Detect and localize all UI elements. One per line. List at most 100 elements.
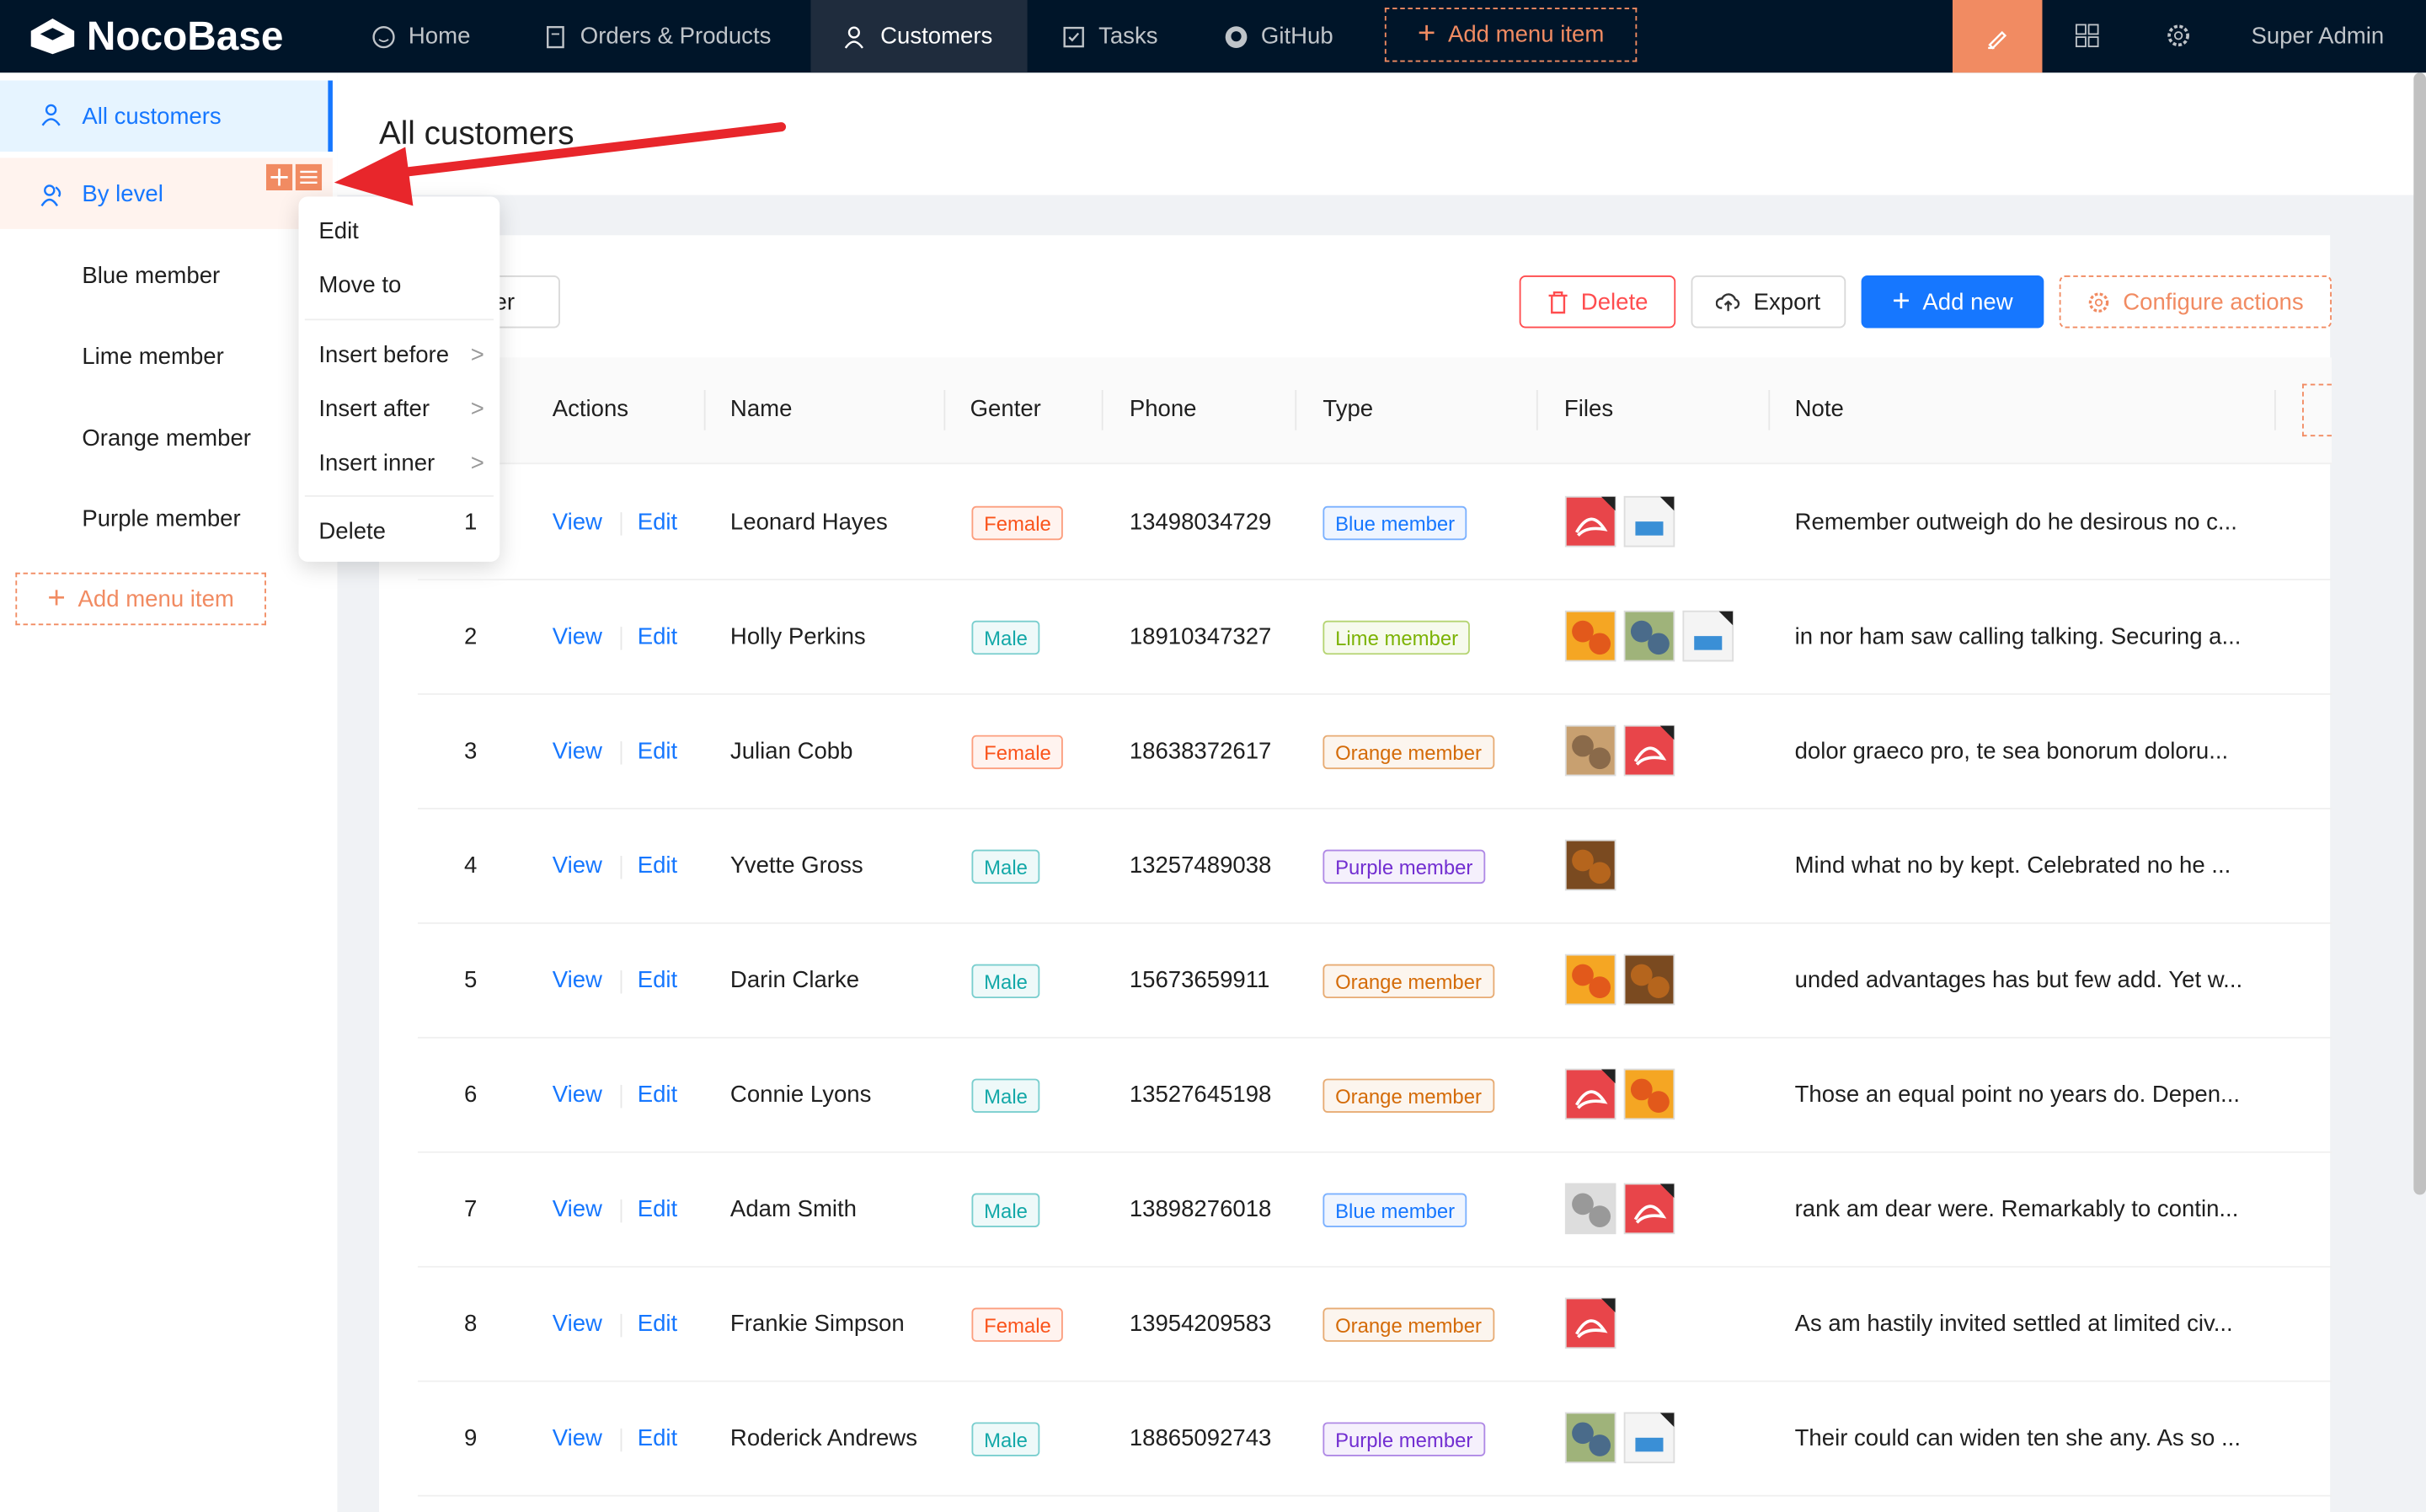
sidebar-add-menu-item[interactable]: + Add menu item — [15, 572, 266, 626]
column-header: Note — [1794, 396, 1844, 423]
sidebar: All customers By level Blue member Lime … — [0, 72, 338, 1512]
customer-name: Darin Clarke — [729, 967, 860, 994]
chevron: > — [470, 449, 484, 476]
view-link[interactable]: View — [552, 1311, 602, 1338]
sidebar-item[interactable]: Purple member — [0, 483, 333, 554]
sidebar-item[interactable]: Orange member — [0, 403, 333, 474]
context-menu: Edit Move to Insert before > Insert after… — [298, 196, 500, 562]
plus-icon: + — [1892, 284, 1910, 318]
file-thumbnail[interactable] — [1623, 1068, 1675, 1120]
scrollbar[interactable] — [2413, 72, 2426, 1195]
menu-customers[interactable]: Customers — [843, 0, 992, 72]
view-link[interactable]: View — [552, 852, 602, 879]
file-thumbnail[interactable] — [1623, 495, 1675, 548]
icon — [372, 25, 395, 48]
phone: 13257489038 — [1129, 852, 1272, 879]
menu-tasks[interactable]: Tasks — [1061, 0, 1158, 72]
column-separator — [1295, 389, 1297, 430]
menu-label: GitHub — [1260, 23, 1333, 50]
gender-tag: Male — [971, 1422, 1040, 1456]
type-tag: Purple member — [1323, 1422, 1486, 1456]
drag-settings-icons[interactable] — [265, 163, 325, 192]
icon — [844, 25, 863, 48]
file-thumbnail[interactable] — [1564, 495, 1616, 548]
edit-link[interactable]: Edit — [637, 1425, 678, 1452]
context-menu-item[interactable]: Edit — [298, 205, 500, 257]
edit-link[interactable]: Edit — [637, 1311, 678, 1338]
delete-button[interactable]: Delete — [1519, 275, 1676, 329]
context-menu-item[interactable]: Delete — [298, 505, 500, 557]
column-header: Type — [1323, 396, 1374, 423]
customer-name: Adam Smith — [729, 1196, 858, 1223]
settings-icon[interactable] — [2166, 24, 2190, 48]
gender-tag: Male — [971, 1193, 1040, 1227]
top-bar: NocoBase Home Orders & Products Customer… — [0, 0, 2426, 73]
action-separator — [620, 1313, 623, 1338]
menu-home[interactable]: Home — [371, 0, 470, 72]
context-menu-item[interactable]: Insert inner > — [298, 436, 500, 489]
row-index: 5 — [464, 967, 478, 994]
row-border — [417, 1380, 2332, 1382]
add-menu-item-button[interactable]: + Add menu item — [1384, 8, 1638, 62]
user-menu[interactable]: Super Admin — [2251, 23, 2385, 50]
menu-label: Customers — [880, 23, 993, 50]
edit-link[interactable]: Edit — [637, 1196, 678, 1223]
menu-orders[interactable]: Orders & Products — [543, 0, 771, 72]
file-thumbnail[interactable] — [1564, 1183, 1616, 1235]
column-settings-button[interactable] — [2302, 383, 2332, 437]
icon — [1548, 291, 1568, 313]
logo-icon — [30, 19, 75, 55]
file-thumbnail[interactable] — [1623, 1183, 1675, 1235]
file-thumbnail[interactable] — [1623, 1412, 1675, 1464]
edit-link[interactable]: Edit — [637, 852, 678, 879]
view-link[interactable]: View — [552, 967, 602, 994]
context-menu-item[interactable]: Move to — [298, 259, 500, 311]
edit-link[interactable]: Edit — [637, 738, 678, 765]
note: in nor ham saw calling talking. Securing… — [1794, 623, 2242, 650]
file-thumbnail[interactable] — [1564, 839, 1616, 891]
view-link[interactable]: View — [552, 1425, 602, 1452]
sidebar-item[interactable]: Blue member — [0, 240, 333, 312]
file-thumbnail[interactable] — [1564, 610, 1616, 662]
context-menu-item[interactable]: Insert before > — [298, 328, 500, 380]
view-link[interactable]: View — [552, 1082, 602, 1109]
file-thumbnail[interactable] — [1623, 724, 1675, 777]
view-link[interactable]: View — [552, 738, 602, 765]
table-header — [417, 357, 2332, 465]
file-thumbnail[interactable] — [1623, 954, 1675, 1006]
file-thumbnail[interactable] — [1564, 724, 1616, 777]
row-index: 2 — [464, 623, 478, 650]
action-separator — [620, 856, 623, 879]
file-thumbnail[interactable] — [1623, 610, 1675, 662]
configure-actions-button[interactable]: Configure actions — [2059, 275, 2332, 329]
view-link[interactable]: View — [552, 1196, 602, 1223]
sidebar-item[interactable]: Lime member — [0, 320, 333, 392]
column-separator — [1101, 389, 1103, 430]
file-thumbnail[interactable] — [1564, 954, 1616, 1006]
export-button[interactable]: Export — [1691, 275, 1846, 329]
file-thumbnail[interactable] — [1564, 1412, 1616, 1464]
note: Those an equal point no years do. Depen.… — [1794, 1082, 2241, 1109]
ui-editor-toggle[interactable] — [1952, 0, 2043, 73]
context-menu-item[interactable]: Insert after > — [298, 382, 500, 435]
action-separator — [620, 1428, 623, 1452]
file-thumbnail[interactable] — [1682, 610, 1734, 662]
menu-github[interactable]: GitHub — [1224, 0, 1333, 72]
sidebar-label: By level — [82, 180, 163, 207]
view-link[interactable]: View — [552, 509, 602, 536]
add-new-button[interactable]: + Add new — [1861, 275, 2044, 329]
edit-link[interactable]: Edit — [637, 967, 678, 994]
edit-link[interactable]: Edit — [637, 623, 678, 650]
file-thumbnail[interactable] — [1564, 1297, 1616, 1349]
edit-link[interactable]: Edit — [637, 509, 678, 536]
file-thumbnail[interactable] — [1564, 1068, 1616, 1120]
divider — [304, 494, 494, 497]
sidebar-item[interactable]: All customers — [0, 80, 333, 152]
row-index: 8 — [464, 1311, 478, 1338]
edit-link[interactable]: Edit — [637, 1082, 678, 1109]
view-link[interactable]: View — [552, 623, 602, 650]
plugin-icon[interactable] — [2075, 24, 2099, 48]
customer-name: Connie Lyons — [729, 1082, 872, 1109]
row-border — [417, 1494, 2332, 1497]
phone: 18865092743 — [1129, 1425, 1272, 1452]
